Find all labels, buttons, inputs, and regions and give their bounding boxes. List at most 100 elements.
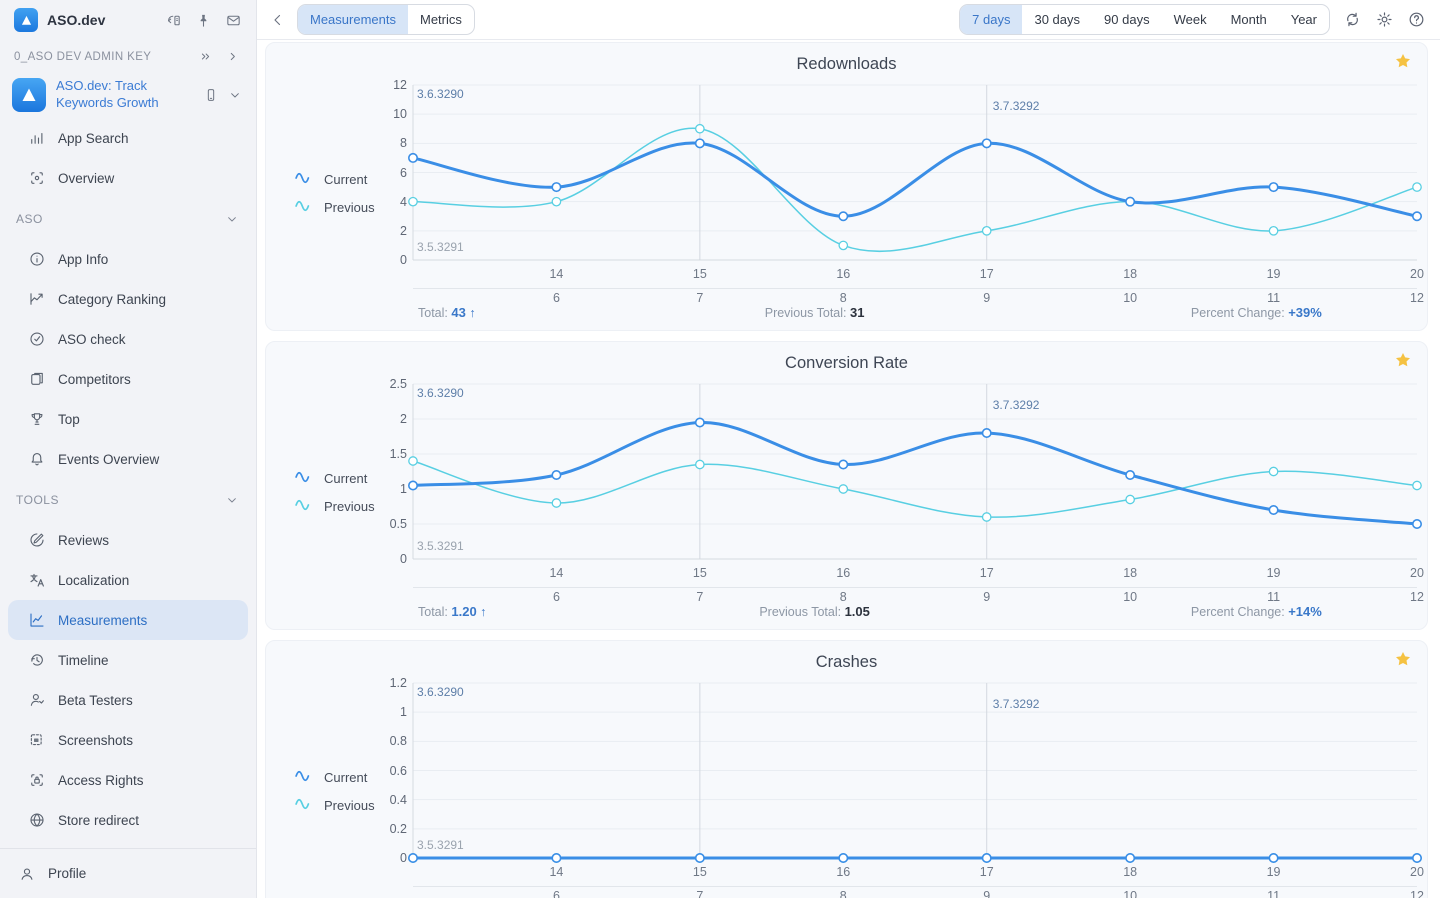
range-7-days[interactable]: 7 days	[960, 5, 1023, 34]
app-switcher-title: ASO.dev: Track Keywords Growth	[56, 78, 159, 110]
range-week[interactable]: Week	[1173, 12, 1207, 27]
favorite-star-icon[interactable]	[1393, 649, 1413, 669]
x-axis-label: 16	[836, 267, 851, 281]
refresh-icon[interactable]	[1343, 10, 1362, 29]
percent-change: Percent Change: +14%	[1190, 604, 1322, 619]
legend-item-previous[interactable]: Previous	[294, 199, 375, 216]
trophy-icon	[28, 410, 46, 428]
chevron-down-icon[interactable]	[227, 87, 244, 104]
help-icon[interactable]	[1407, 10, 1426, 29]
chevrons-right-icon[interactable]	[198, 49, 215, 66]
legend-item-current[interactable]: Current	[294, 171, 375, 188]
aso-dev-logo-icon	[14, 8, 38, 32]
y-axis-label: 1.5	[389, 447, 407, 461]
total-previous: Previous Total: 1.05	[759, 604, 870, 619]
sidebar-item-app-search[interactable]: App Search	[0, 118, 256, 158]
sidebar-item-screenshots[interactable]: Screenshots	[0, 720, 256, 760]
sidebar-item-label: Store redirect	[58, 812, 140, 828]
sidebar-item-label: Category Ranking	[58, 291, 167, 307]
y-axis-label: 12	[393, 78, 407, 92]
sidebar-item-overview[interactable]: Overview	[0, 158, 256, 198]
favorite-star-icon[interactable]	[1393, 350, 1413, 370]
store-redirect-icon	[28, 811, 46, 829]
tab-metrics[interactable]: Metrics	[419, 12, 462, 27]
legend-item-previous[interactable]: Previous	[294, 797, 375, 814]
access-rights-icon	[28, 771, 46, 789]
range-30-days[interactable]: 30 days	[1034, 12, 1081, 27]
collapse-icon[interactable]	[165, 12, 182, 29]
y-axis-label: 2	[400, 223, 407, 238]
app-switcher-icons	[203, 87, 244, 104]
x-axis-label: 9	[983, 590, 991, 604]
sidebar-item-label: Top	[58, 411, 80, 427]
section-header-aso[interactable]: ASO	[0, 198, 256, 239]
sidebar-item-category-ranking[interactable]: Category Ranking	[0, 279, 256, 319]
back-button[interactable]	[269, 11, 287, 29]
range-month[interactable]: Month	[1230, 12, 1267, 27]
y-axis-label: 6	[400, 165, 407, 180]
y-axis-label: 2	[400, 412, 407, 426]
app-switcher[interactable]: ASO.dev: Track Keywords Growth	[0, 72, 256, 118]
pin-icon[interactable]	[195, 12, 212, 29]
y-axis-label: 0	[400, 552, 407, 566]
sidebar-item-store-redirect[interactable]: Store redirect	[0, 800, 256, 840]
sidebar-item-events-overview[interactable]: Events Overview	[0, 439, 256, 479]
x-axis-label: 9	[983, 291, 991, 305]
y-axis-label: 1	[400, 482, 407, 496]
sidebar-item-reviews[interactable]: Reviews	[0, 520, 256, 560]
sidebar-item-label: Access Rights	[58, 772, 144, 788]
info-icon	[28, 250, 46, 268]
phone-icon[interactable]	[203, 87, 220, 104]
reviews-icon	[28, 531, 46, 549]
x-axis-label: 12	[1410, 889, 1424, 898]
sidebar-item-app-info[interactable]: App Info	[0, 239, 256, 279]
section-header-tools[interactable]: TOOLS	[0, 479, 256, 520]
favorite-star-icon[interactable]	[1393, 51, 1413, 71]
chevron-right-icon[interactable]	[225, 49, 242, 66]
release-annotation: 3.6.3290	[417, 386, 464, 400]
main-area: Measurements Metrics 7 days 30 days 90 days…	[257, 0, 1440, 898]
gear-icon[interactable]	[1375, 10, 1394, 29]
chart-legend: Current Previous	[294, 769, 375, 814]
x-axis-label: 12	[1410, 291, 1424, 305]
y-axis-label: 0.6	[389, 763, 407, 778]
wave-icon	[294, 797, 314, 814]
sidebar-item-top[interactable]: Top	[0, 399, 256, 439]
sidebar-item-profile[interactable]: Profile	[0, 848, 256, 898]
x-axis-previous: 6 7 8 9 10 11 12	[413, 889, 1424, 898]
chart-legend: Current Previous	[294, 171, 375, 216]
sidebar-item-competitors[interactable]: Competitors	[0, 359, 256, 399]
sidebar-item-beta-testers[interactable]: Beta Testers	[0, 680, 256, 720]
legend-item-current[interactable]: Current	[294, 470, 375, 487]
admin-key-icons	[198, 49, 242, 66]
screenshots-icon	[28, 731, 46, 749]
bar-chart-icon	[28, 129, 46, 147]
x-axis-label: 11	[1267, 590, 1281, 604]
sidebar-item-access-rights[interactable]: Access Rights	[0, 760, 256, 800]
sidebar-item-timeline[interactable]: Timeline	[0, 640, 256, 680]
tab-measurements[interactable]: Measurements	[298, 5, 408, 34]
range-year[interactable]: Year	[1290, 12, 1317, 27]
legend-item-current[interactable]: Current	[294, 769, 375, 786]
y-axis-label: 4	[400, 194, 407, 209]
range-90-days[interactable]: 90 days	[1104, 12, 1150, 27]
y-axis-label: 0	[400, 253, 407, 267]
x-axis-label: 17	[979, 267, 994, 281]
sidebar-item-label: Competitors	[58, 371, 131, 387]
y-axis-label: 0.5	[389, 517, 407, 531]
chart-totals: Total: 1.20 ↑ Previous Total: 1.05 Percent…	[413, 604, 1417, 622]
admin-key-row[interactable]: 0_ASO DEV ADMIN KEY	[0, 40, 256, 72]
up-arrow-icon: ↑	[480, 605, 487, 619]
sidebar-item-measurements[interactable]: Measurements	[8, 600, 248, 640]
sidebar-item-label: Beta Testers	[58, 692, 133, 708]
sidebar-item-localization[interactable]: Localization	[0, 560, 256, 600]
legend-item-previous[interactable]: Previous	[294, 498, 375, 515]
x-axis-label: 11	[1267, 291, 1281, 305]
sidebar-item-aso-check[interactable]: ASO check	[0, 319, 256, 359]
sidebar-item-label: Timeline	[58, 652, 109, 668]
sidebar-item-label: Overview	[58, 170, 115, 186]
mail-icon[interactable]	[225, 12, 242, 29]
x-axis-label: 6	[552, 889, 560, 898]
x-axis-current: 14 15 16 17 18 19 20	[413, 865, 1423, 879]
x-axis-divider	[413, 587, 1417, 588]
